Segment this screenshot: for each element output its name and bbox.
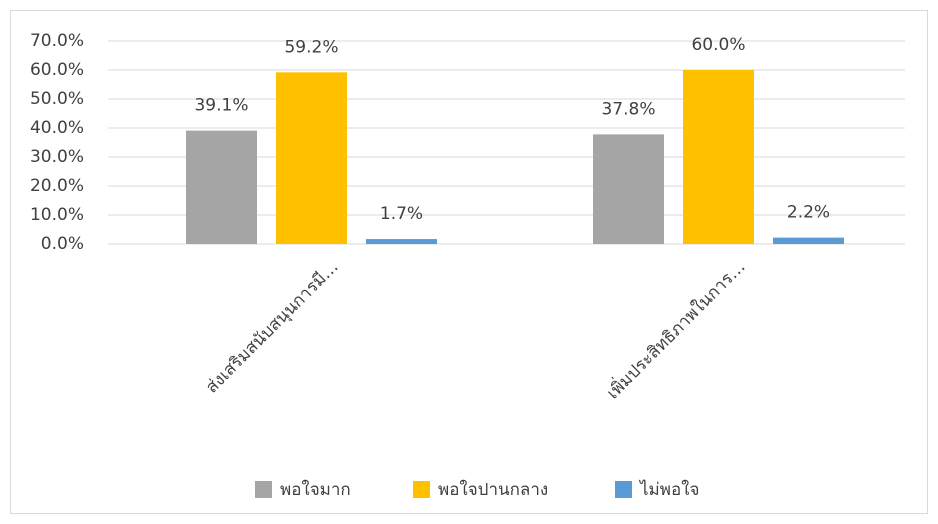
data-label: 37.8% [601, 99, 655, 119]
bar [593, 134, 664, 244]
y-tick-label: 70.0% [30, 31, 84, 51]
y-tick-label: 40.0% [30, 118, 84, 138]
y-tick-label: 60.0% [30, 60, 84, 80]
y-tick-label: 50.0% [30, 89, 84, 109]
y-tick-label: 30.0% [30, 147, 84, 167]
legend-label: ไม่พอใจ [638, 479, 699, 500]
y-tick-label: 20.0% [30, 176, 84, 196]
bar [276, 72, 347, 244]
bar [366, 239, 437, 244]
data-label: 1.7% [380, 204, 423, 224]
legend-swatch [413, 481, 430, 498]
y-tick-label: 10.0% [30, 205, 84, 225]
data-label: 39.1% [194, 96, 248, 116]
legend-label: พอใจมาก [280, 479, 351, 500]
y-tick-label: 0.0% [41, 234, 84, 254]
bar [186, 130, 257, 244]
legend-label: พอใจปานกลาง [438, 479, 548, 500]
legend-swatch [615, 481, 632, 498]
data-label: 2.2% [787, 203, 830, 223]
chart-border [10, 10, 928, 514]
data-label: 60.0% [691, 35, 745, 55]
bar [773, 237, 844, 244]
bar [683, 70, 754, 244]
legend-swatch [255, 481, 272, 498]
data-label: 59.2% [284, 37, 338, 57]
